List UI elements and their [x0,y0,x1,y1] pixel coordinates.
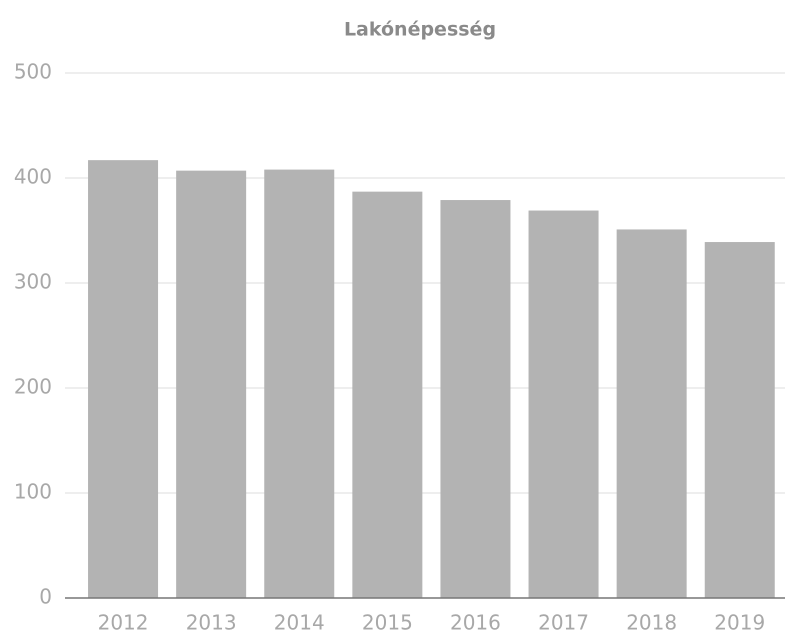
y-tick-label: 0 [39,585,52,609]
x-tick-label: 2012 [98,611,149,635]
x-tick-label: 2016 [450,611,501,635]
y-tick-label: 400 [14,165,52,189]
y-tick-label: 200 [14,375,52,399]
bar [440,200,511,599]
chart-title: Lakónépesség [344,19,496,41]
y-tick-label: 500 [14,60,52,84]
bar [528,210,599,599]
x-tick-label: 2014 [274,611,325,635]
x-tick-label: 2017 [538,611,589,635]
x-tick-label: 2018 [626,611,677,635]
bar [264,169,335,598]
bar [616,229,687,598]
x-tick-label: 2013 [186,611,237,635]
x-tick-label: 2015 [362,611,413,635]
bar [352,191,423,598]
y-tick-label: 100 [14,480,52,504]
bar [88,160,159,598]
bar [176,170,247,598]
bar [704,242,775,599]
y-tick-label: 300 [14,270,52,294]
x-tick-label: 2019 [714,611,765,635]
